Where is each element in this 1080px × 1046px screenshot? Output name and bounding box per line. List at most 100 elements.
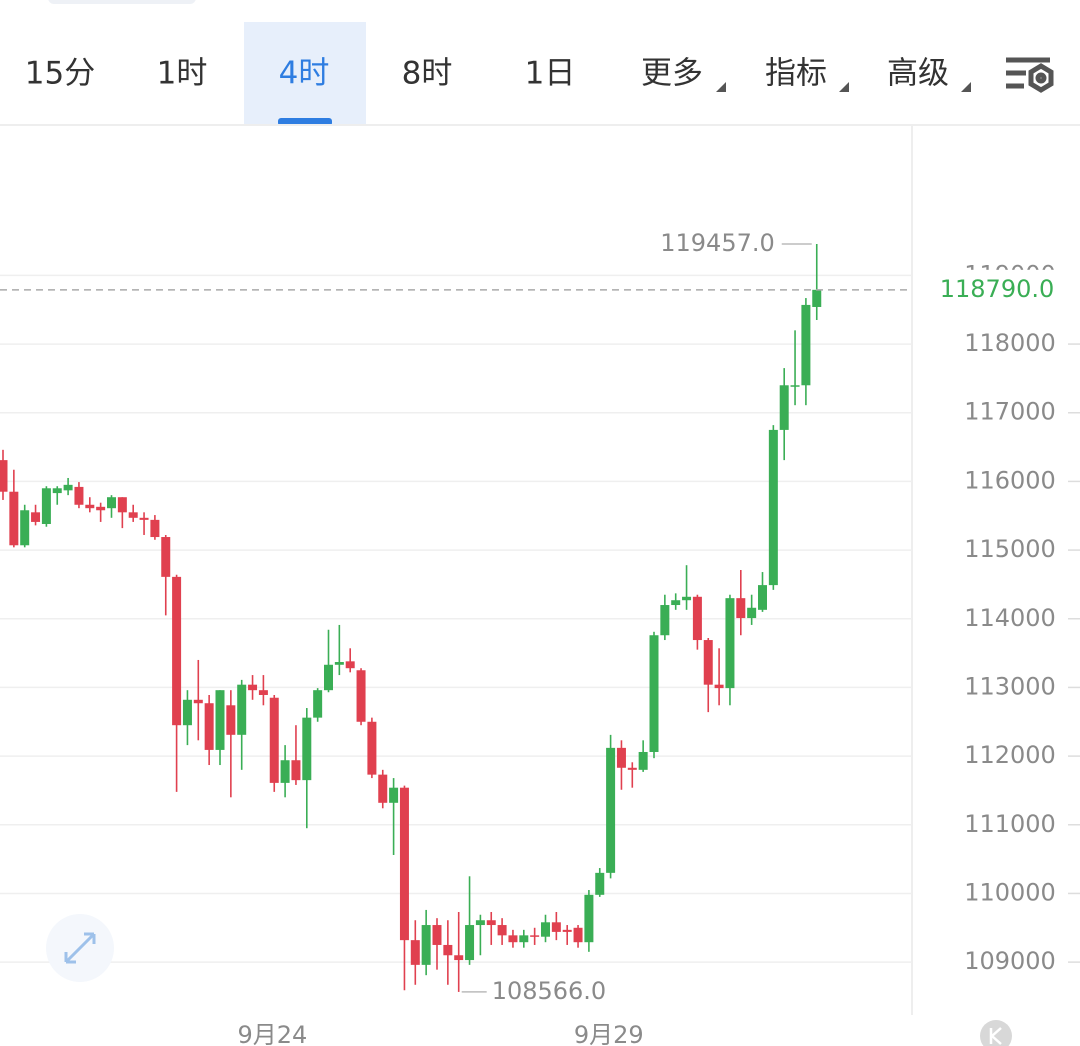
candle-body [128,512,138,518]
candle-body [410,940,420,965]
candle-body [627,767,637,770]
candle-body [682,596,692,601]
dropdown-arrows [716,82,971,92]
y-tick-label: 110000 [964,878,1056,906]
candle-body [226,705,236,735]
candle-body [204,703,214,750]
candle-body [692,596,702,641]
tab[interactable]: 8时 [402,56,453,92]
candle-body [638,751,648,770]
candle-body [714,684,724,689]
plot: 109000 110000 111000 112000 113000 114000 1150… [0,229,1080,1046]
y-tick-label: 111000 [964,810,1056,838]
candle-body [758,585,767,610]
candle-body [9,491,19,546]
candle-body [725,598,735,689]
candle-body [0,460,8,492]
y-tick-label: 118000 [964,329,1056,357]
candle-body [399,787,409,941]
settings-icon[interactable] [1006,57,1054,93]
candle-body [237,684,247,735]
candle-body [573,927,583,943]
candle-body [280,760,290,783]
candle-body [63,484,73,491]
tab[interactable]: 指标 [765,56,827,92]
candle-body [595,872,605,895]
candle-body [302,717,312,781]
candle-body [291,760,301,781]
candle-body [182,699,192,726]
candle-body [421,925,431,965]
candle-body [465,925,475,961]
candle-body [519,935,529,943]
y-tick-label: 114000 [964,604,1056,632]
expand-button[interactable] [46,914,114,982]
tab[interactable]: 更多 [641,56,703,92]
candle-body [736,598,746,619]
candle-body [660,605,670,636]
candle-body [562,929,572,932]
y-tick-label: 112000 [964,741,1056,769]
candle-body [269,697,279,783]
candle-body [486,920,496,926]
tab[interactable]: 4时 [279,56,330,92]
y-tick-label: 109000 [964,947,1056,975]
candle-body [790,385,800,387]
candle-body [378,774,388,803]
candle-body [606,747,616,873]
candle-body [324,664,333,691]
expand-icon [64,932,96,964]
top-edge [48,0,196,4]
icon-hex [1028,63,1054,93]
active-tab-bg [244,22,366,125]
candle-body [313,690,323,718]
candle-body [107,497,116,509]
candle-body [52,488,62,494]
candle-body [584,894,594,943]
candle-body [96,506,106,511]
candle-body [779,385,789,430]
candle-body [172,576,182,726]
k-badge-icon [989,1027,1002,1045]
candle-body [541,922,550,937]
candle-body [389,787,399,803]
candle-body [74,486,84,505]
high-label: 119457.0 [660,229,775,257]
candle-body [345,661,355,669]
candle-body [161,537,171,577]
tab[interactable]: 1时 [157,56,208,92]
candle-body [497,925,507,936]
y-tick-label: 113000 [964,672,1056,700]
tab-bar: 15分 1时 4时 8时 1日 更多 指标 高级 [25,56,949,92]
candle-body [649,635,659,752]
candle-body [443,944,453,956]
tab[interactable]: 高级 [887,56,949,92]
candle-body [530,935,540,937]
candle-body [150,519,160,538]
icon-dot [1035,72,1047,84]
tab[interactable]: 15分 [25,56,95,92]
y-tick-label: 117000 [964,398,1056,426]
last-price-label: 118790.0 [940,275,1055,303]
y-tick-label: 115000 [964,535,1056,563]
candle-body [193,699,203,704]
candle-body [215,690,225,750]
x-tick-label: 9月29 [574,1021,644,1046]
candle-body [801,304,811,386]
candle-body [117,497,127,513]
tab[interactable]: 1日 [525,56,576,92]
candle-body [432,925,442,945]
candle-body [139,517,149,520]
candle-body [475,920,485,926]
candle-body [356,670,366,722]
candle-body [41,488,51,524]
candle-body [551,922,561,932]
last-price-box [914,269,1080,310]
y-tick-label: 116000 [964,466,1056,494]
candle-body [812,289,822,307]
candle-body [616,747,626,768]
candle-body [334,662,344,665]
candle-body [703,640,713,685]
candle-body [31,512,41,522]
